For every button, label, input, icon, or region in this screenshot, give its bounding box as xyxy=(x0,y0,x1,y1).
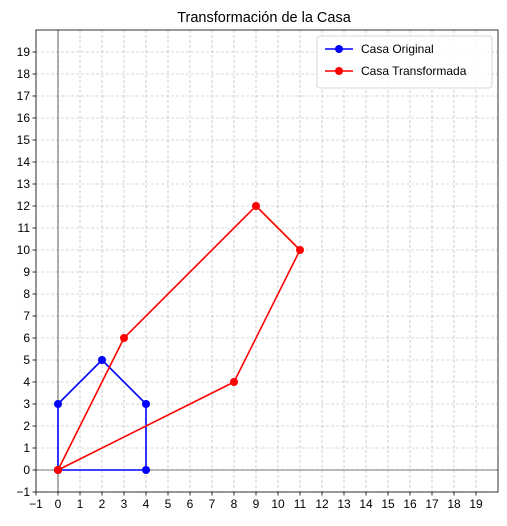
x-tick-label: 14 xyxy=(359,497,373,511)
y-tick-label: 15 xyxy=(17,133,31,147)
legend-box xyxy=(316,35,493,89)
series-line xyxy=(57,205,301,471)
legend: Casa Original Casa Transformada xyxy=(316,35,493,89)
x-tick-label: 18 xyxy=(447,497,461,511)
y-tick-label: 2 xyxy=(23,419,30,433)
x-tick-label: 17 xyxy=(425,497,439,511)
chart-title: Transformación de la Casa xyxy=(177,10,351,26)
x-tick-label: 0 xyxy=(55,497,62,511)
series-layer xyxy=(54,202,304,474)
x-tick-label: −1 xyxy=(29,497,43,511)
x-tick-label: 7 xyxy=(209,497,216,511)
x-tick-label: 9 xyxy=(253,497,260,511)
x-tick-label: 10 xyxy=(271,497,285,511)
legend-label: Casa Original xyxy=(361,42,434,56)
y-tick-label: 5 xyxy=(23,353,30,367)
series-casa-transformada xyxy=(54,202,304,474)
y-tick-label: 12 xyxy=(17,199,31,213)
y-tick-label: 9 xyxy=(23,265,30,279)
y-tick-label: 0 xyxy=(23,463,30,477)
y-tick-label: 14 xyxy=(17,155,31,169)
data-point xyxy=(142,466,150,474)
x-tick-label: 12 xyxy=(315,497,329,511)
y-tick-label: 6 xyxy=(23,331,30,345)
x-tick-label: 16 xyxy=(403,497,417,511)
x-tick-label: 2 xyxy=(99,497,106,511)
data-point xyxy=(54,466,62,474)
x-tick-label: 5 xyxy=(165,497,172,511)
x-tick-label: 13 xyxy=(337,497,351,511)
y-tick-label: 10 xyxy=(17,243,31,257)
y-tick-label: 4 xyxy=(23,375,30,389)
x-tick-label: 8 xyxy=(231,497,238,511)
data-point xyxy=(142,400,150,408)
x-tick-label: 4 xyxy=(143,497,150,511)
data-point xyxy=(296,246,304,254)
y-tick-label: 13 xyxy=(17,177,31,191)
y-tick-label: 16 xyxy=(17,111,31,125)
x-tick-label: 3 xyxy=(121,497,128,511)
y-tick-label: 8 xyxy=(23,287,30,301)
legend-label: Casa Transformada xyxy=(361,64,467,78)
legend-marker xyxy=(335,45,343,53)
data-point xyxy=(98,356,106,364)
y-tick-label: 19 xyxy=(17,45,31,59)
data-point xyxy=(120,334,128,342)
x-tick-label: 19 xyxy=(469,497,483,511)
x-tick-label: 6 xyxy=(187,497,194,511)
plot-frame xyxy=(35,29,499,493)
y-tick-label: 11 xyxy=(18,221,31,235)
data-point xyxy=(54,400,62,408)
data-point xyxy=(252,202,260,210)
y-tick-label: 1 xyxy=(23,441,30,455)
y-tick-label: 7 xyxy=(23,309,30,323)
x-axis-ticks: −1 0 1 2 3 4 5 6 7 8 9 10 11 12 13 14 15 16 17 18 19 xyxy=(29,492,483,511)
y-tick-label: 17 xyxy=(17,89,31,103)
plot-area xyxy=(36,30,498,492)
x-tick-label: 1 xyxy=(77,497,84,511)
y-tick-label: 3 xyxy=(23,397,30,411)
x-tick-label: 11 xyxy=(294,497,307,511)
series-line xyxy=(57,359,147,471)
y-tick-label: −1 xyxy=(16,485,30,499)
legend-marker xyxy=(335,67,343,75)
x-tick-label: 15 xyxy=(381,497,395,511)
data-point xyxy=(230,378,238,386)
y-tick-label: 18 xyxy=(17,67,31,81)
